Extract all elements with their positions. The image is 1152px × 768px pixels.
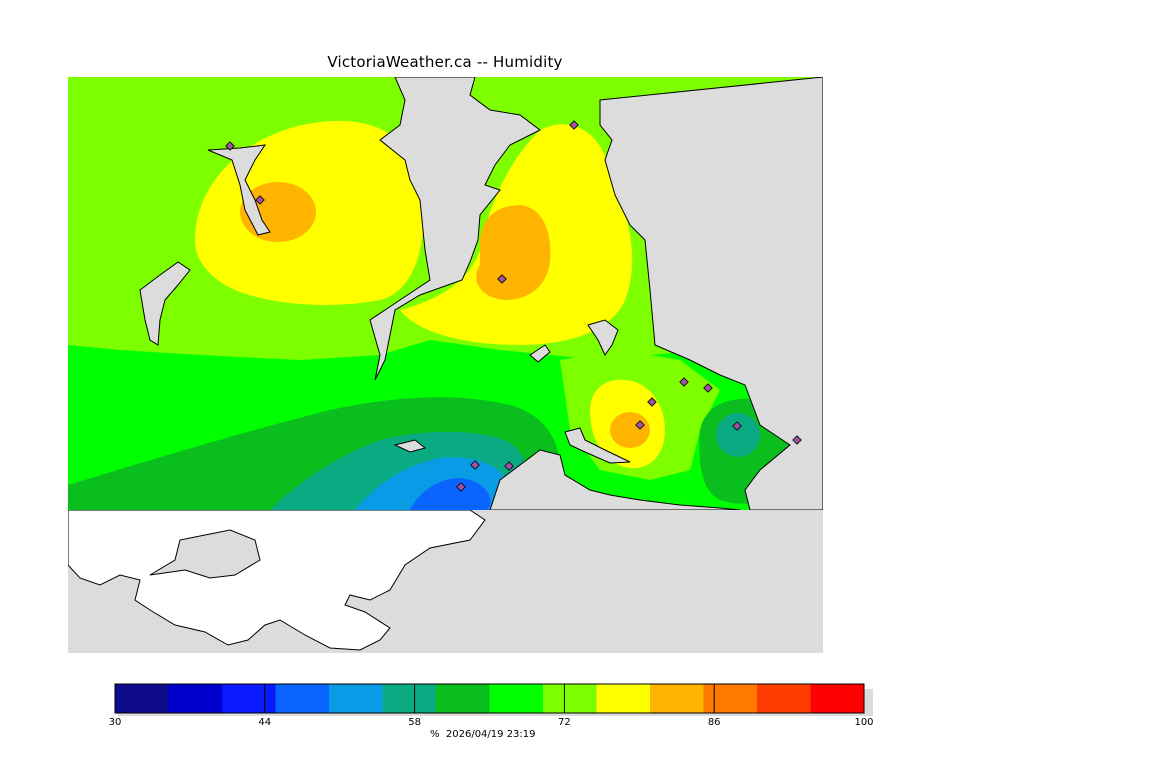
legend-swatch	[757, 684, 811, 713]
legend-swatch	[596, 684, 651, 713]
station-marker[interactable]	[732, 421, 742, 431]
station-marker[interactable]	[456, 482, 466, 492]
legend-tick-label: 100	[854, 717, 874, 728]
legend-swatch	[543, 684, 597, 713]
legend-swatch	[168, 684, 223, 713]
station-marker[interactable]	[635, 420, 645, 430]
southern-land	[68, 509, 486, 651]
field-blue	[410, 478, 491, 510]
legend-swatch	[329, 684, 383, 713]
station-marker[interactable]	[792, 435, 802, 445]
legend-tick-label: 44	[258, 717, 272, 728]
station-marker[interactable]	[679, 377, 689, 387]
legend-tick-label: 30	[108, 717, 122, 728]
legend-swatch	[650, 684, 704, 713]
legend-swatch	[115, 684, 169, 713]
weather-stations	[225, 120, 802, 492]
legend-swatch	[436, 684, 490, 713]
water-areas	[139, 77, 823, 510]
legend-swatch	[382, 684, 437, 713]
station-marker[interactable]	[504, 461, 514, 471]
legend-swatch	[275, 684, 330, 713]
legend-caption: % 2026/04/19 23:19	[430, 729, 536, 740]
legend-tick-label: 72	[558, 717, 571, 728]
legend-swatch	[489, 684, 544, 713]
station-marker[interactable]	[225, 141, 235, 151]
legend-tick-label: 58	[408, 717, 421, 728]
legend-timestamp: 2026/04/19 23:19	[445, 729, 536, 740]
legend-tick-label: 86	[707, 717, 721, 728]
field-orange-center	[476, 205, 551, 300]
station-marker[interactable]	[497, 274, 507, 284]
legend-swatch	[810, 684, 865, 713]
field-teal-east	[716, 413, 760, 457]
station-marker[interactable]	[569, 120, 579, 130]
station-marker[interactable]	[470, 460, 480, 470]
legend-ticks	[264, 684, 715, 713]
legend-border	[114, 683, 865, 714]
map-title: VictoriaWeather.ca -- Humidity	[327, 53, 563, 71]
station-marker[interactable]	[703, 383, 713, 393]
legend-swatches	[115, 684, 865, 713]
legend-swatch	[222, 684, 276, 713]
station-marker[interactable]	[647, 397, 657, 407]
legend-swatch	[703, 684, 758, 713]
station-marker[interactable]	[255, 195, 265, 205]
legend-unit: %	[430, 729, 440, 740]
